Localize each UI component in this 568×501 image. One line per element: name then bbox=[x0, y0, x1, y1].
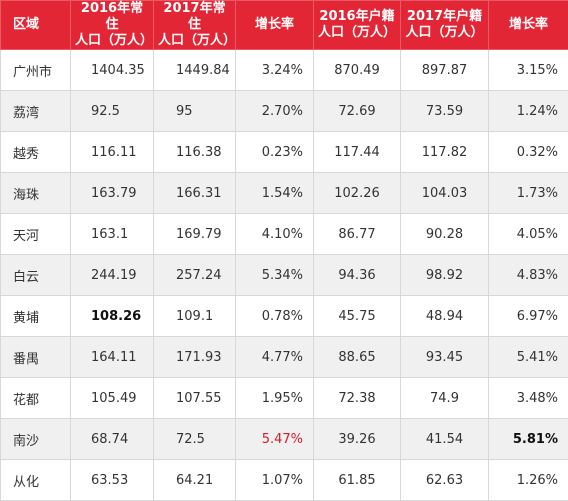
cell-resident-growth: 4.10% bbox=[236, 214, 314, 255]
cell-2016-resident: 163.79 bbox=[71, 173, 154, 214]
cell-2016-registered: 86.77 bbox=[314, 214, 401, 255]
cell-registered-growth: 1.26% bbox=[489, 460, 568, 501]
cell-2017-resident: 95 bbox=[154, 91, 236, 132]
cell-registered-growth: 3.48% bbox=[489, 378, 568, 419]
cell-2016-resident: 105.49 bbox=[71, 378, 154, 419]
header-2016-resident: 2016年常住人口（万人） bbox=[71, 1, 154, 50]
cell-2017-registered: 98.92 bbox=[401, 255, 489, 296]
cell-2016-resident: 164.11 bbox=[71, 337, 154, 378]
cell-2017-resident: 116.38 bbox=[154, 132, 236, 173]
cell-2016-resident: 92.5 bbox=[71, 91, 154, 132]
cell-2017-resident: 64.21 bbox=[154, 460, 236, 501]
cell-2016-registered: 72.38 bbox=[314, 378, 401, 419]
cell-registered-growth: 4.83% bbox=[489, 255, 568, 296]
cell-2017-registered: 41.54 bbox=[401, 419, 489, 460]
cell-resident-growth: 0.78% bbox=[236, 296, 314, 337]
cell-2017-registered: 104.03 bbox=[401, 173, 489, 214]
cell-resident-growth: 0.23% bbox=[236, 132, 314, 173]
cell-2016-registered: 117.44 bbox=[314, 132, 401, 173]
cell-2017-resident: 72.5 bbox=[154, 419, 236, 460]
cell-region: 荔湾 bbox=[1, 91, 71, 132]
cell-registered-growth: 1.24% bbox=[489, 91, 568, 132]
cell-2016-registered: 870.49 bbox=[314, 50, 401, 91]
cell-2016-registered: 102.26 bbox=[314, 173, 401, 214]
header-2017-resident: 2017年常住人口（万人） bbox=[154, 1, 236, 50]
cell-2017-registered: 48.94 bbox=[401, 296, 489, 337]
cell-2016-registered: 94.36 bbox=[314, 255, 401, 296]
cell-2017-registered: 897.87 bbox=[401, 50, 489, 91]
cell-region: 广州市 bbox=[1, 50, 71, 91]
cell-region: 从化 bbox=[1, 460, 71, 501]
cell-region: 天河 bbox=[1, 214, 71, 255]
cell-registered-growth: 5.81% bbox=[489, 419, 568, 460]
cell-2016-resident: 108.26 bbox=[71, 296, 154, 337]
cell-2017-registered: 74.9 bbox=[401, 378, 489, 419]
cell-2017-resident: 107.55 bbox=[154, 378, 236, 419]
cell-resident-growth: 1.07% bbox=[236, 460, 314, 501]
cell-2016-registered: 45.75 bbox=[314, 296, 401, 337]
cell-resident-growth: 5.34% bbox=[236, 255, 314, 296]
cell-2016-registered: 88.65 bbox=[314, 337, 401, 378]
cell-registered-growth: 6.97% bbox=[489, 296, 568, 337]
cell-2016-resident: 1404.35 bbox=[71, 50, 154, 91]
cell-2017-resident: 257.24 bbox=[154, 255, 236, 296]
cell-registered-growth: 4.05% bbox=[489, 214, 568, 255]
cell-2016-resident: 163.1 bbox=[71, 214, 154, 255]
header-resident-growth: 增长率 bbox=[236, 1, 314, 50]
cell-2017-registered: 73.59 bbox=[401, 91, 489, 132]
cell-2016-registered: 72.69 bbox=[314, 91, 401, 132]
cell-2016-registered: 39.26 bbox=[314, 419, 401, 460]
cell-resident-growth: 1.95% bbox=[236, 378, 314, 419]
cell-2016-resident: 63.53 bbox=[71, 460, 154, 501]
cell-2017-resident: 169.79 bbox=[154, 214, 236, 255]
header-2016-registered: 2016年户籍人口（万人） bbox=[314, 1, 401, 50]
cell-2017-registered: 93.45 bbox=[401, 337, 489, 378]
cell-resident-growth: 5.47% bbox=[236, 419, 314, 460]
cell-2017-registered: 62.63 bbox=[401, 460, 489, 501]
cell-2017-resident: 166.31 bbox=[154, 173, 236, 214]
cell-region: 越秀 bbox=[1, 132, 71, 173]
cell-registered-growth: 1.73% bbox=[489, 173, 568, 214]
cell-2017-resident: 109.1 bbox=[154, 296, 236, 337]
cell-2017-resident: 1449.84 bbox=[154, 50, 236, 91]
cell-2016-resident: 116.11 bbox=[71, 132, 154, 173]
cell-registered-growth: 3.15% bbox=[489, 50, 568, 91]
cell-2016-registered: 61.85 bbox=[314, 460, 401, 501]
cell-region: 花都 bbox=[1, 378, 71, 419]
cell-2017-registered: 90.28 bbox=[401, 214, 489, 255]
cell-2017-registered: 117.82 bbox=[401, 132, 489, 173]
cell-region: 番禺 bbox=[1, 337, 71, 378]
cell-registered-growth: 0.32% bbox=[489, 132, 568, 173]
cell-region: 白云 bbox=[1, 255, 71, 296]
cell-resident-growth: 1.54% bbox=[236, 173, 314, 214]
cell-region: 黄埔 bbox=[1, 296, 71, 337]
cell-2016-resident: 244.19 bbox=[71, 255, 154, 296]
cell-region: 南沙 bbox=[1, 419, 71, 460]
cell-2016-resident: 68.74 bbox=[71, 419, 154, 460]
header-2017-registered: 2017年户籍人口（万人） bbox=[401, 1, 489, 50]
header-row: 区域 2016年常住人口（万人） 2017年常住人口（万人） 增长率 2016年… bbox=[1, 1, 568, 50]
cell-region: 海珠 bbox=[1, 173, 71, 214]
cell-2017-resident: 171.93 bbox=[154, 337, 236, 378]
cell-resident-growth: 4.77% bbox=[236, 337, 314, 378]
header-registered-growth: 增长率 bbox=[489, 1, 568, 50]
header-region: 区域 bbox=[1, 1, 71, 50]
cell-registered-growth: 5.41% bbox=[489, 337, 568, 378]
cell-resident-growth: 2.70% bbox=[236, 91, 314, 132]
cell-resident-growth: 3.24% bbox=[236, 50, 314, 91]
